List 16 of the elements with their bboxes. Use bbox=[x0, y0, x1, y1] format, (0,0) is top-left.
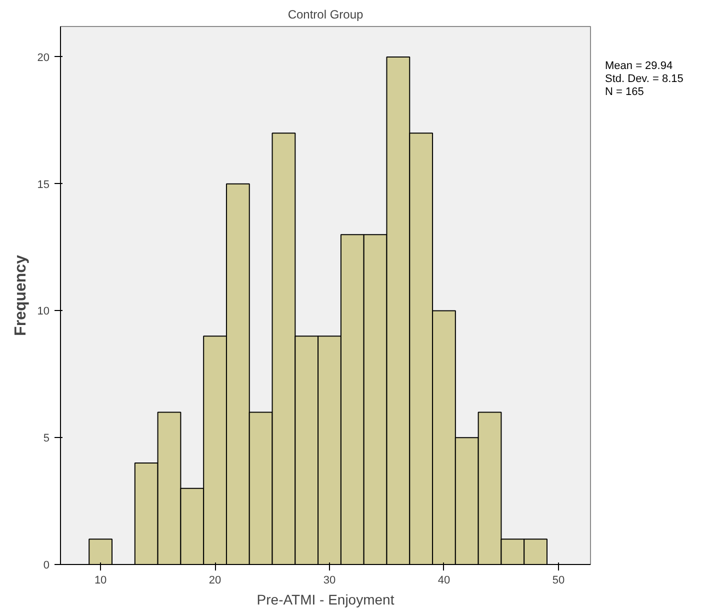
x-tick-label: 40 bbox=[438, 574, 450, 586]
y-tick-label: 10 bbox=[37, 306, 50, 318]
x-axis-title: Pre-ATMI - Enjoyment bbox=[256, 592, 394, 608]
y-axis-title: Frequency bbox=[12, 254, 30, 336]
x-tick-label: 30 bbox=[323, 574, 336, 586]
chart-title: Control Group bbox=[288, 8, 364, 22]
y-tick-label: 5 bbox=[43, 432, 50, 445]
x-tick-label: 10 bbox=[94, 574, 107, 586]
x-tick-label: 20 bbox=[208, 574, 222, 586]
x-tick-label: 50 bbox=[552, 574, 565, 586]
y-tick-label: 20 bbox=[37, 52, 50, 64]
text: Mean = 29.94 bbox=[605, 60, 674, 73]
y-tick-label: 15 bbox=[37, 178, 50, 191]
text: N = 165 bbox=[605, 86, 645, 99]
text: Std. Dev. = 8.15 bbox=[605, 73, 684, 86]
y-tick-label: 0 bbox=[43, 560, 50, 572]
